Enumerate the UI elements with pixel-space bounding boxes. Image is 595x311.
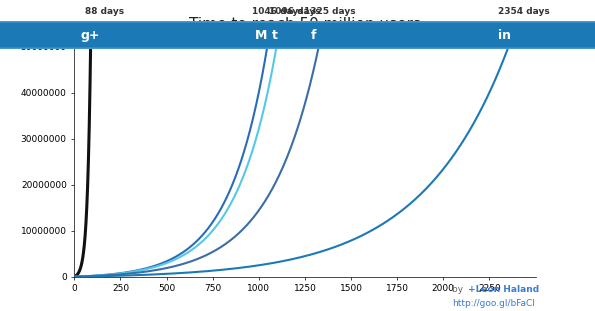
Text: in: in — [497, 29, 511, 41]
Text: 2354 days: 2354 days — [497, 7, 549, 16]
Text: +Leon Haland: +Leon Haland — [468, 285, 540, 294]
Title: Time to reach 50 million users: Time to reach 50 million users — [189, 17, 421, 32]
FancyBboxPatch shape — [0, 22, 595, 48]
Text: f: f — [311, 29, 316, 41]
Text: 1325 days: 1325 days — [304, 7, 356, 16]
Text: M: M — [255, 29, 267, 41]
Text: http://goo.gl/bFaCl: http://goo.gl/bFaCl — [452, 299, 535, 308]
Text: 88 days: 88 days — [84, 7, 124, 16]
Text: 1096 days: 1096 days — [269, 7, 321, 16]
Text: 1046 days: 1046 days — [252, 7, 304, 16]
Text: by: by — [452, 285, 466, 294]
FancyBboxPatch shape — [0, 22, 595, 48]
Text: g+: g+ — [81, 29, 101, 41]
FancyBboxPatch shape — [0, 22, 595, 48]
FancyBboxPatch shape — [0, 22, 595, 48]
Text: t: t — [271, 29, 277, 41]
FancyBboxPatch shape — [0, 22, 595, 48]
